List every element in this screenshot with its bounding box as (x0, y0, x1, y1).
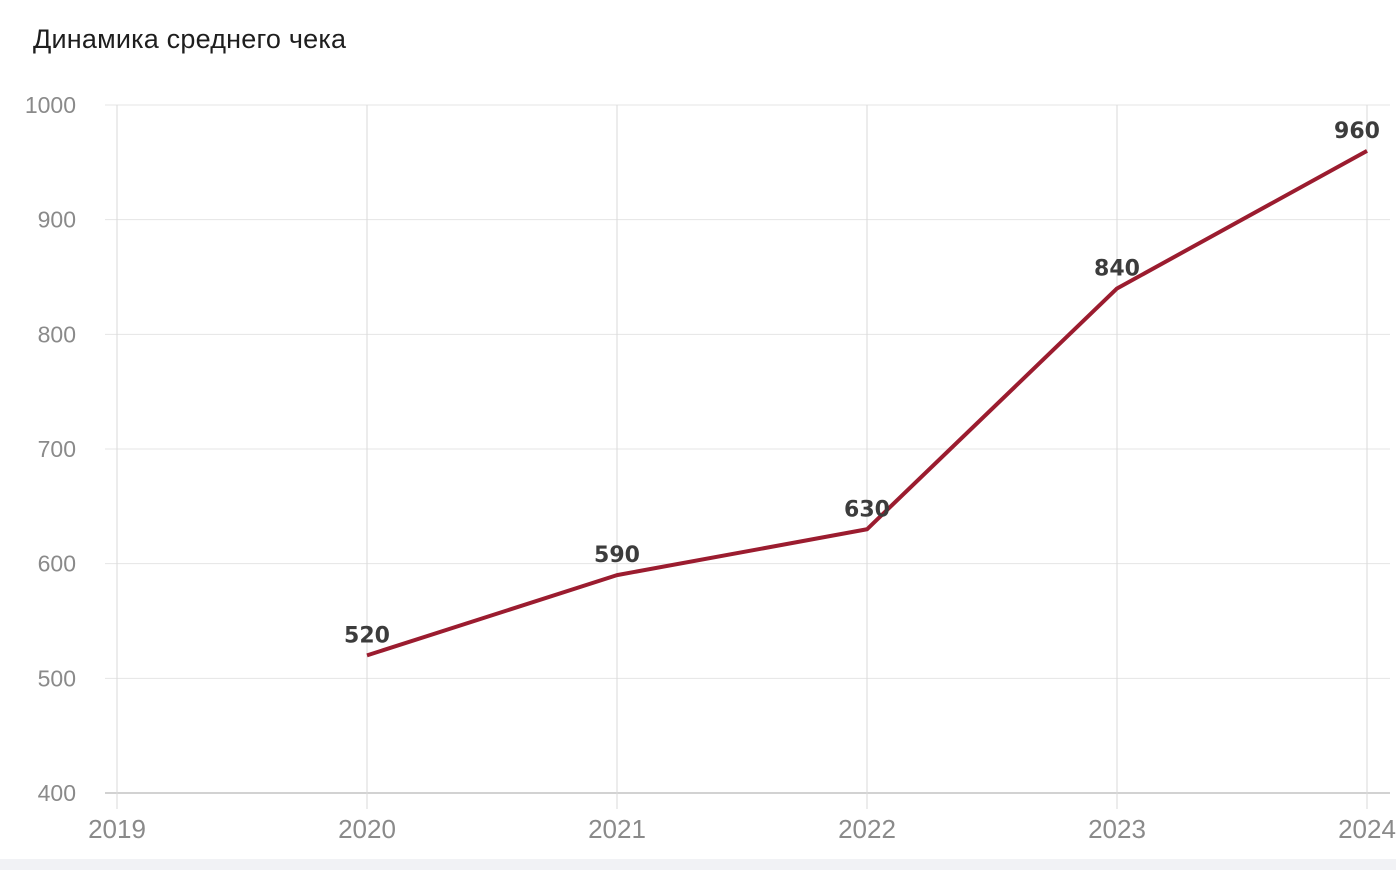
y-tick-label: 400 (38, 780, 76, 806)
x-tick-label: 2023 (1088, 814, 1146, 844)
average-check-line-chart: 400 500 600 700 800 900 1000 2019 2020 2021 2022 20… (25, 92, 1396, 844)
data-point-label: 590 (594, 543, 640, 568)
x-tick-label: 2021 (588, 814, 646, 844)
x-tick-label: 2019 (88, 814, 146, 844)
chart-title: Динамика среднего чека (33, 24, 347, 54)
x-tick-label: 2024 (1338, 814, 1396, 844)
y-tick-label: 900 (38, 207, 76, 233)
data-point-label: 840 (1094, 256, 1140, 281)
data-point-label: 960 (1334, 119, 1380, 144)
data-point-label: 630 (844, 497, 890, 522)
x-tick-label: 2022 (838, 814, 896, 844)
average-check-line-series (366, 149, 1368, 658)
footer-strip (0, 859, 1396, 870)
y-tick-label: 800 (38, 321, 76, 347)
x-tick-label: 2020 (338, 814, 396, 844)
data-point-label: 520 (344, 623, 390, 648)
y-tick-label: 1000 (25, 92, 76, 118)
y-tick-label: 700 (38, 436, 76, 462)
y-tick-label: 500 (38, 665, 76, 691)
y-tick-label: 600 (38, 551, 76, 577)
